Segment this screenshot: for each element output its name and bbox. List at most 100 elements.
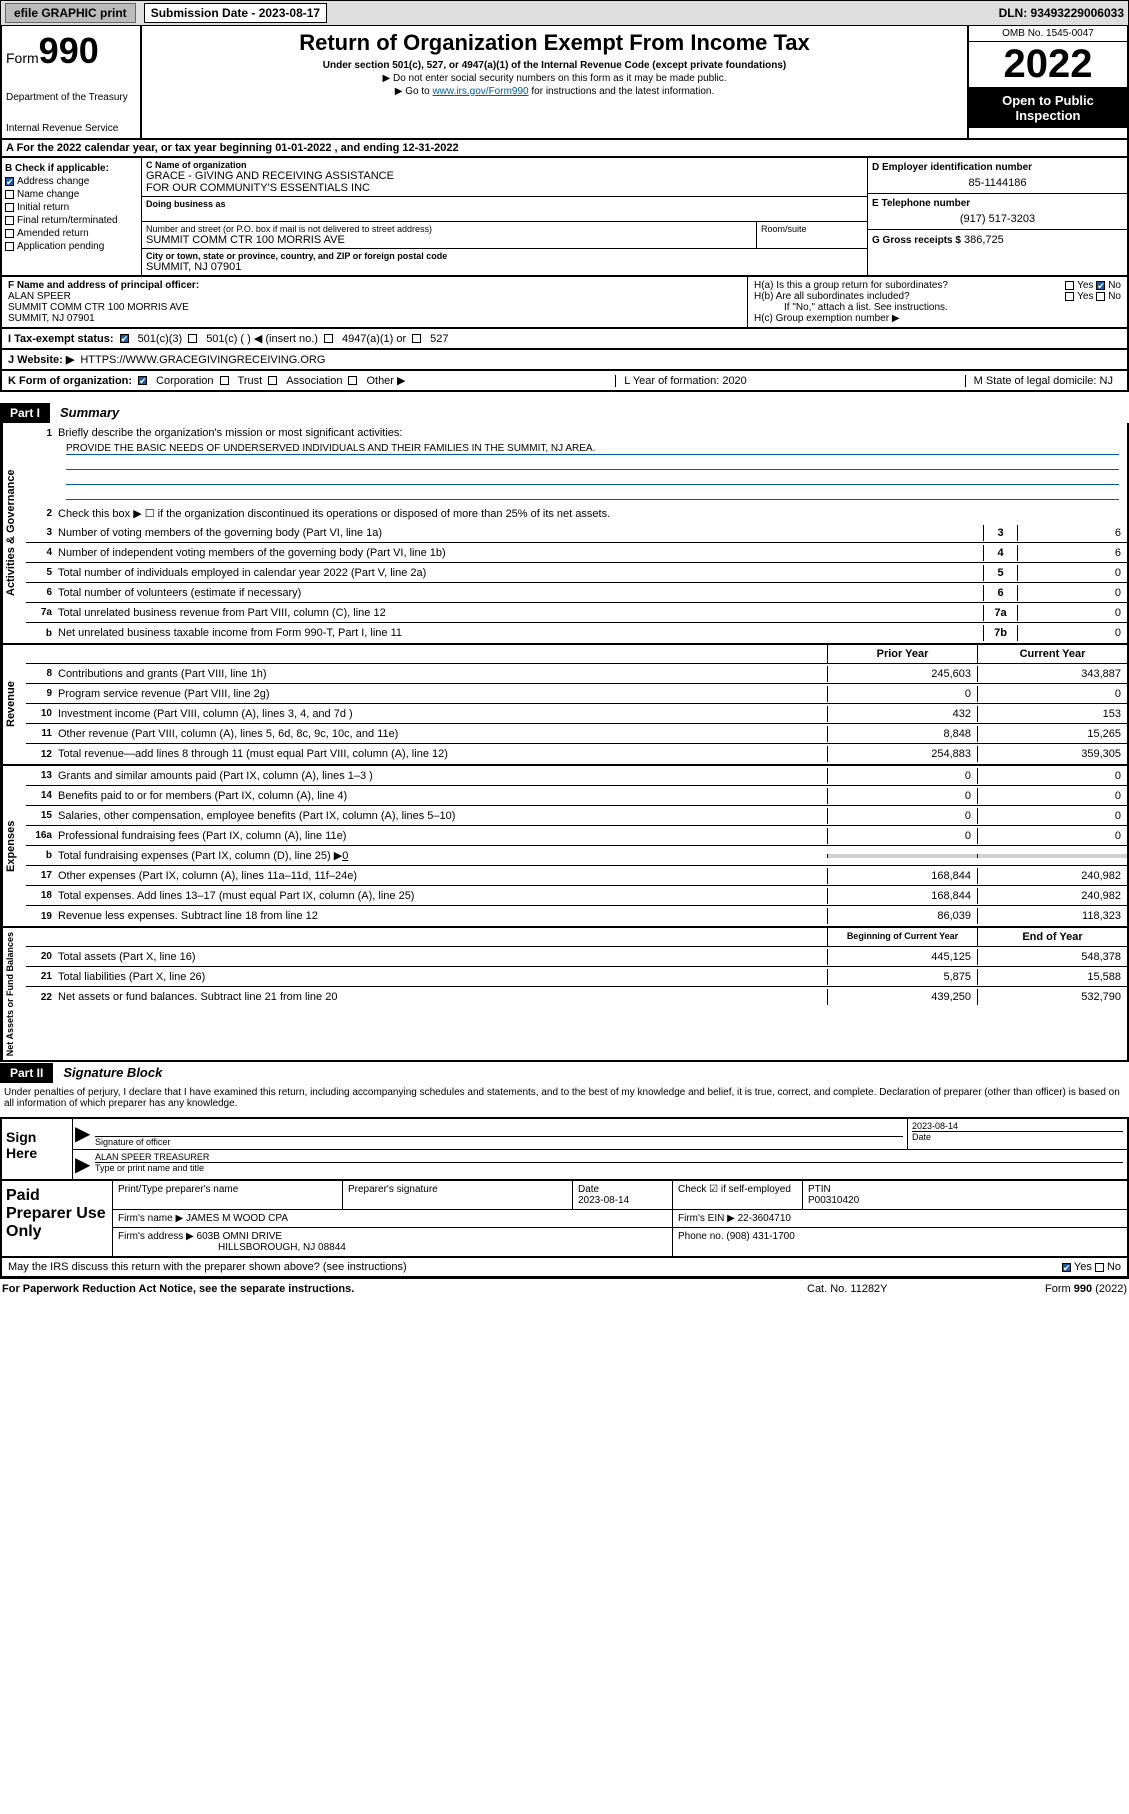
line4-value: 6 — [1017, 545, 1127, 561]
footer-paperwork: For Paperwork Reduction Act Notice, see … — [2, 1283, 807, 1295]
row-k-form-org: K Form of organization: ✔Corporation Tru… — [0, 371, 1129, 392]
arrow-icon: ▶ — [73, 1150, 91, 1179]
cb-label: Address change — [17, 176, 89, 187]
line21-text: Total liabilities (Part X, line 26) — [58, 969, 827, 985]
line13-text: Grants and similar amounts paid (Part IX… — [58, 768, 827, 784]
form-header: Form990 Department of the Treasury Inter… — [0, 26, 1129, 140]
state-domicile: M State of legal domicile: NJ — [965, 375, 1121, 387]
phone-label: E Telephone number — [872, 198, 1123, 209]
line5-text: Total number of individuals employed in … — [58, 565, 983, 581]
hb-question: H(b) Are all subordinates included?Yes N… — [754, 291, 1121, 302]
cb-initial-return[interactable]: Initial return — [5, 202, 138, 213]
line7b-text: Net unrelated business taxable income fr… — [58, 625, 983, 641]
firm-name: Firm's name ▶ JAMES M WOOD CPA — [113, 1210, 673, 1227]
prior-year-header: Prior Year — [827, 645, 977, 663]
line14-text: Benefits paid to or for members (Part IX… — [58, 788, 827, 804]
line9-curr: 0 — [977, 686, 1127, 702]
line15-text: Salaries, other compensation, employee b… — [58, 808, 827, 824]
revenue-section: Revenue Prior YearCurrent Year 8Contribu… — [0, 645, 1129, 766]
sig-name-field: ALAN SPEER TREASURERType or print name a… — [91, 1150, 1127, 1179]
sign-here-label: Sign Here — [2, 1119, 72, 1179]
instr-goto: ▶ Go to www.irs.gov/Form990 for instruct… — [150, 86, 959, 97]
opt-4947: 4947(a)(1) or — [342, 333, 406, 345]
part2-tab: Part II — [0, 1063, 53, 1083]
cb-final-return[interactable]: Final return/terminated — [5, 215, 138, 226]
line21-prior: 5,875 — [827, 969, 977, 985]
line1-text: Briefly describe the organization's miss… — [58, 425, 1127, 441]
line14-curr: 0 — [977, 788, 1127, 804]
org-name-2: FOR OUR COMMUNITY'S ESSENTIALS INC — [146, 182, 863, 194]
org-address: SUMMIT COMM CTR 100 MORRIS AVE — [146, 234, 752, 246]
firm-phone: Phone no. (908) 431-1700 — [673, 1228, 1127, 1256]
line15-prior: 0 — [827, 808, 977, 824]
firm-ein: Firm's EIN ▶ 22-3604710 — [673, 1210, 1127, 1227]
gross-value: 386,725 — [964, 234, 1004, 246]
col-b-checkboxes: B Check if applicable: ✔Address change N… — [2, 158, 142, 275]
cb-label: Final return/terminated — [17, 215, 118, 226]
col-d-ein: D Employer identification number 85-1144… — [867, 158, 1127, 275]
tax-status-label: I Tax-exempt status: — [8, 333, 114, 345]
line20-prior: 445,125 — [827, 949, 977, 965]
dln-label: DLN: 93493229006033 — [999, 6, 1124, 20]
year-formation: L Year of formation: 2020 — [615, 375, 755, 387]
cb-name-change[interactable]: Name change — [5, 189, 138, 200]
line4-text: Number of independent voting members of … — [58, 545, 983, 561]
line17-text: Other expenses (Part IX, column (A), lin… — [58, 868, 827, 884]
expenses-section: Expenses 13Grants and similar amounts pa… — [0, 766, 1129, 928]
instr-ssn: ▶ Do not enter social security numbers o… — [150, 73, 959, 84]
cb-trust[interactable] — [220, 376, 229, 385]
col-b-header: B Check if applicable: — [5, 163, 138, 174]
opt-501c3: 501(c)(3) — [138, 333, 183, 345]
tax-year: 2022 — [969, 42, 1127, 88]
line10-text: Investment income (Part VIII, column (A)… — [58, 706, 827, 722]
cb-4947[interactable] — [324, 334, 333, 343]
line8-curr: 343,887 — [977, 666, 1127, 682]
officer-addr2: SUMMIT, NJ 07901 — [8, 313, 741, 324]
line12-text: Total revenue—add lines 8 through 11 (mu… — [58, 746, 827, 762]
room-label: Room/suite — [757, 222, 867, 248]
line11-curr: 15,265 — [977, 726, 1127, 742]
line16a-prior: 0 — [827, 828, 977, 844]
line6-text: Total number of volunteers (estimate if … — [58, 585, 983, 601]
prep-sig-label: Preparer's signature — [343, 1181, 573, 1209]
opt-other: Other ▶ — [366, 374, 405, 387]
form-title: Return of Organization Exempt From Incom… — [150, 30, 959, 56]
cb-assoc[interactable] — [268, 376, 277, 385]
part1-title: Summary — [50, 402, 129, 423]
prep-header: Paid Preparer Use Only — [2, 1181, 112, 1256]
part2-header: Part II Signature Block — [0, 1062, 1129, 1083]
form-org-label: K Form of organization: — [8, 375, 132, 387]
line22-prior: 439,250 — [827, 989, 977, 1005]
officer-label: F Name and address of principal officer: — [8, 280, 741, 291]
line7a-text: Total unrelated business revenue from Pa… — [58, 605, 983, 621]
instr-prefix: ▶ Go to — [395, 86, 433, 97]
line18-curr: 240,982 — [977, 888, 1127, 904]
irs-link[interactable]: www.irs.gov/Form990 — [432, 86, 528, 97]
cb-corporation[interactable]: ✔ — [138, 376, 147, 385]
efile-button[interactable]: efile GRAPHIC print — [5, 3, 136, 23]
cb-other[interactable] — [348, 376, 357, 385]
row-j-website: J Website: ▶ HTTPS://WWW.GRACEGIVINGRECE… — [0, 350, 1129, 371]
cb-application[interactable]: Application pending — [5, 241, 138, 252]
part2-title: Signature Block — [53, 1062, 172, 1083]
line15-curr: 0 — [977, 808, 1127, 824]
line16b-text: Total fundraising expenses (Part IX, col… — [58, 847, 827, 864]
opt-trust: Trust — [238, 375, 263, 387]
cb-label: Application pending — [17, 241, 104, 252]
city-label: City or town, state or province, country… — [146, 251, 863, 261]
cb-501c3[interactable]: ✔ — [120, 334, 129, 343]
cb-501c[interactable] — [188, 334, 197, 343]
part1-tab: Part I — [0, 403, 50, 423]
cb-amended[interactable]: Amended return — [5, 228, 138, 239]
line3-text: Number of voting members of the governin… — [58, 525, 983, 541]
footer-form: Form 990 (2022) — [967, 1283, 1127, 1295]
line20-curr: 548,378 — [977, 949, 1127, 965]
line8-text: Contributions and grants (Part VIII, lin… — [58, 666, 827, 682]
cb-label: Name change — [17, 189, 79, 200]
arrow-icon: ▶ — [73, 1119, 91, 1149]
cb-527[interactable] — [412, 334, 421, 343]
end-year-header: End of Year — [977, 928, 1127, 946]
cb-address-change[interactable]: ✔Address change — [5, 176, 138, 187]
line3-value: 6 — [1017, 525, 1127, 541]
page-footer: For Paperwork Reduction Act Notice, see … — [0, 1278, 1129, 1299]
